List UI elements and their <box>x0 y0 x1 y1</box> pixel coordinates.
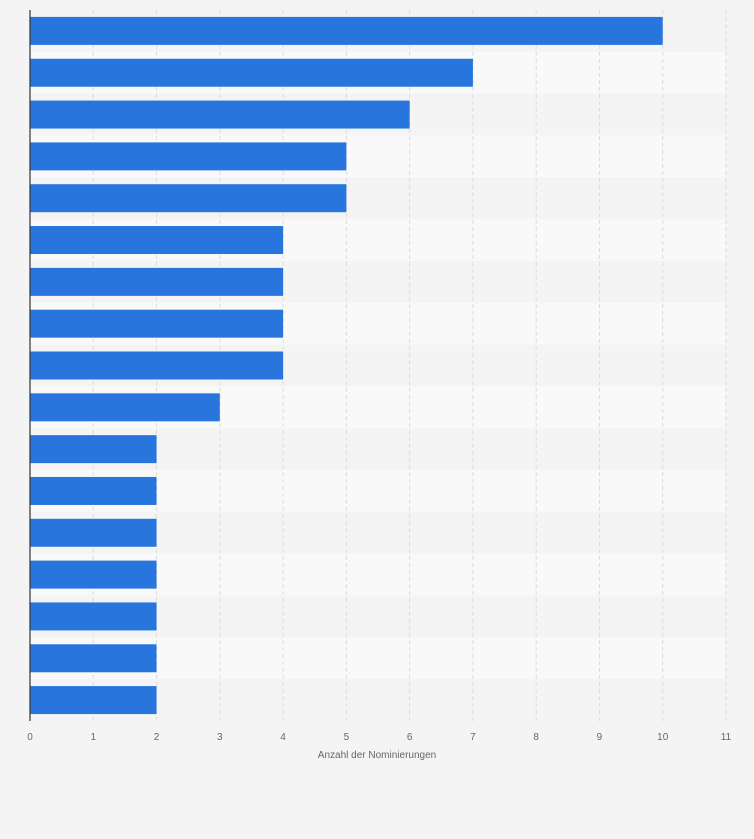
bar <box>30 602 157 631</box>
x-tick-label: 3 <box>217 732 223 743</box>
x-tick-label: 8 <box>533 732 539 743</box>
bar <box>30 351 284 380</box>
bar <box>30 476 157 505</box>
bar <box>30 100 410 129</box>
bar <box>30 267 284 296</box>
x-tick-label: 4 <box>280 732 286 743</box>
x-axis-title: Anzahl der Nominierungen <box>318 750 436 761</box>
x-tick-label: 6 <box>407 732 413 743</box>
bar <box>30 226 284 255</box>
bar <box>30 393 220 422</box>
bar <box>30 518 157 547</box>
bar <box>30 435 157 464</box>
x-tick-label: 1 <box>90 732 96 743</box>
bar <box>30 560 157 589</box>
bar <box>30 16 663 45</box>
x-tick-label: 7 <box>470 732 476 743</box>
bar <box>30 644 157 673</box>
x-tick-label: 11 <box>721 732 732 743</box>
x-tick-label: 9 <box>597 732 603 743</box>
x-tick-label: 10 <box>657 732 669 743</box>
bar <box>30 58 473 87</box>
x-tick-label: 2 <box>154 732 160 743</box>
x-axis-ticks: 0 1 2 3 4 5 6 7 8 9 10 11 <box>27 732 731 743</box>
x-tick-label: 5 <box>344 732 350 743</box>
bar <box>30 686 157 715</box>
bars <box>30 16 663 715</box>
bar <box>30 184 347 213</box>
bar <box>30 309 284 338</box>
bar <box>30 142 347 171</box>
x-tick-label: 0 <box>27 732 33 743</box>
